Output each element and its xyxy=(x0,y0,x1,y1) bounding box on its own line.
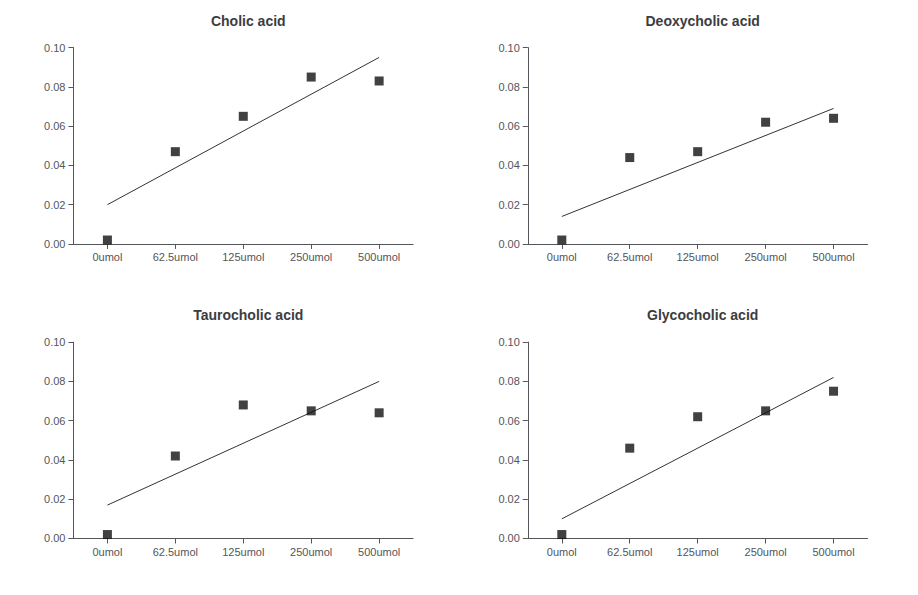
svg-text:0umol: 0umol xyxy=(547,251,577,263)
svg-text:500umol: 500umol xyxy=(358,251,400,263)
svg-text:500umol: 500umol xyxy=(358,546,400,558)
svg-text:0.04: 0.04 xyxy=(44,159,65,171)
svg-text:0.08: 0.08 xyxy=(498,375,519,387)
svg-text:62.5umol: 62.5umol xyxy=(607,546,652,558)
svg-text:0.04: 0.04 xyxy=(498,159,519,171)
svg-text:0.08: 0.08 xyxy=(498,81,519,93)
svg-text:250umol: 250umol xyxy=(290,546,332,558)
svg-text:Cholic acid: Cholic acid xyxy=(211,13,286,29)
svg-text:0.04: 0.04 xyxy=(44,454,65,466)
svg-text:500umol: 500umol xyxy=(812,546,854,558)
svg-text:Taurocholic acid: Taurocholic acid xyxy=(193,307,303,323)
svg-text:0umol: 0umol xyxy=(547,546,577,558)
svg-text:0.08: 0.08 xyxy=(44,81,65,93)
svg-text:0.02: 0.02 xyxy=(44,493,65,505)
svg-text:0.10: 0.10 xyxy=(44,42,65,54)
svg-text:0.10: 0.10 xyxy=(44,336,65,348)
svg-text:0.06: 0.06 xyxy=(44,120,65,132)
svg-text:0umol: 0umol xyxy=(92,251,122,263)
svg-text:0.00: 0.00 xyxy=(44,238,65,250)
svg-text:0.02: 0.02 xyxy=(498,199,519,211)
svg-text:125umol: 125umol xyxy=(222,251,264,263)
svg-text:0.02: 0.02 xyxy=(498,493,519,505)
svg-text:0.02: 0.02 xyxy=(44,199,65,211)
svg-text:250umol: 250umol xyxy=(745,546,787,558)
svg-text:62.5umol: 62.5umol xyxy=(153,546,198,558)
svg-text:0.08: 0.08 xyxy=(44,375,65,387)
svg-text:250umol: 250umol xyxy=(745,251,787,263)
svg-text:0.10: 0.10 xyxy=(498,42,519,54)
svg-text:0.10: 0.10 xyxy=(498,336,519,348)
svg-text:0.06: 0.06 xyxy=(44,415,65,427)
svg-text:250umol: 250umol xyxy=(290,251,332,263)
svg-text:Deoxycholic acid: Deoxycholic acid xyxy=(645,13,759,29)
svg-text:0.00: 0.00 xyxy=(498,532,519,544)
svg-text:0.00: 0.00 xyxy=(498,238,519,250)
svg-text:0.06: 0.06 xyxy=(498,415,519,427)
svg-text:Glycocholic acid: Glycocholic acid xyxy=(647,307,758,323)
svg-text:0.04: 0.04 xyxy=(498,454,519,466)
svg-text:0.00: 0.00 xyxy=(44,532,65,544)
svg-text:125umol: 125umol xyxy=(222,546,264,558)
svg-text:0umol: 0umol xyxy=(92,546,122,558)
svg-text:0.06: 0.06 xyxy=(498,120,519,132)
svg-text:125umol: 125umol xyxy=(677,546,719,558)
svg-text:62.5umol: 62.5umol xyxy=(607,251,652,263)
svg-text:500umol: 500umol xyxy=(812,251,854,263)
svg-text:62.5umol: 62.5umol xyxy=(153,251,198,263)
svg-text:125umol: 125umol xyxy=(677,251,719,263)
